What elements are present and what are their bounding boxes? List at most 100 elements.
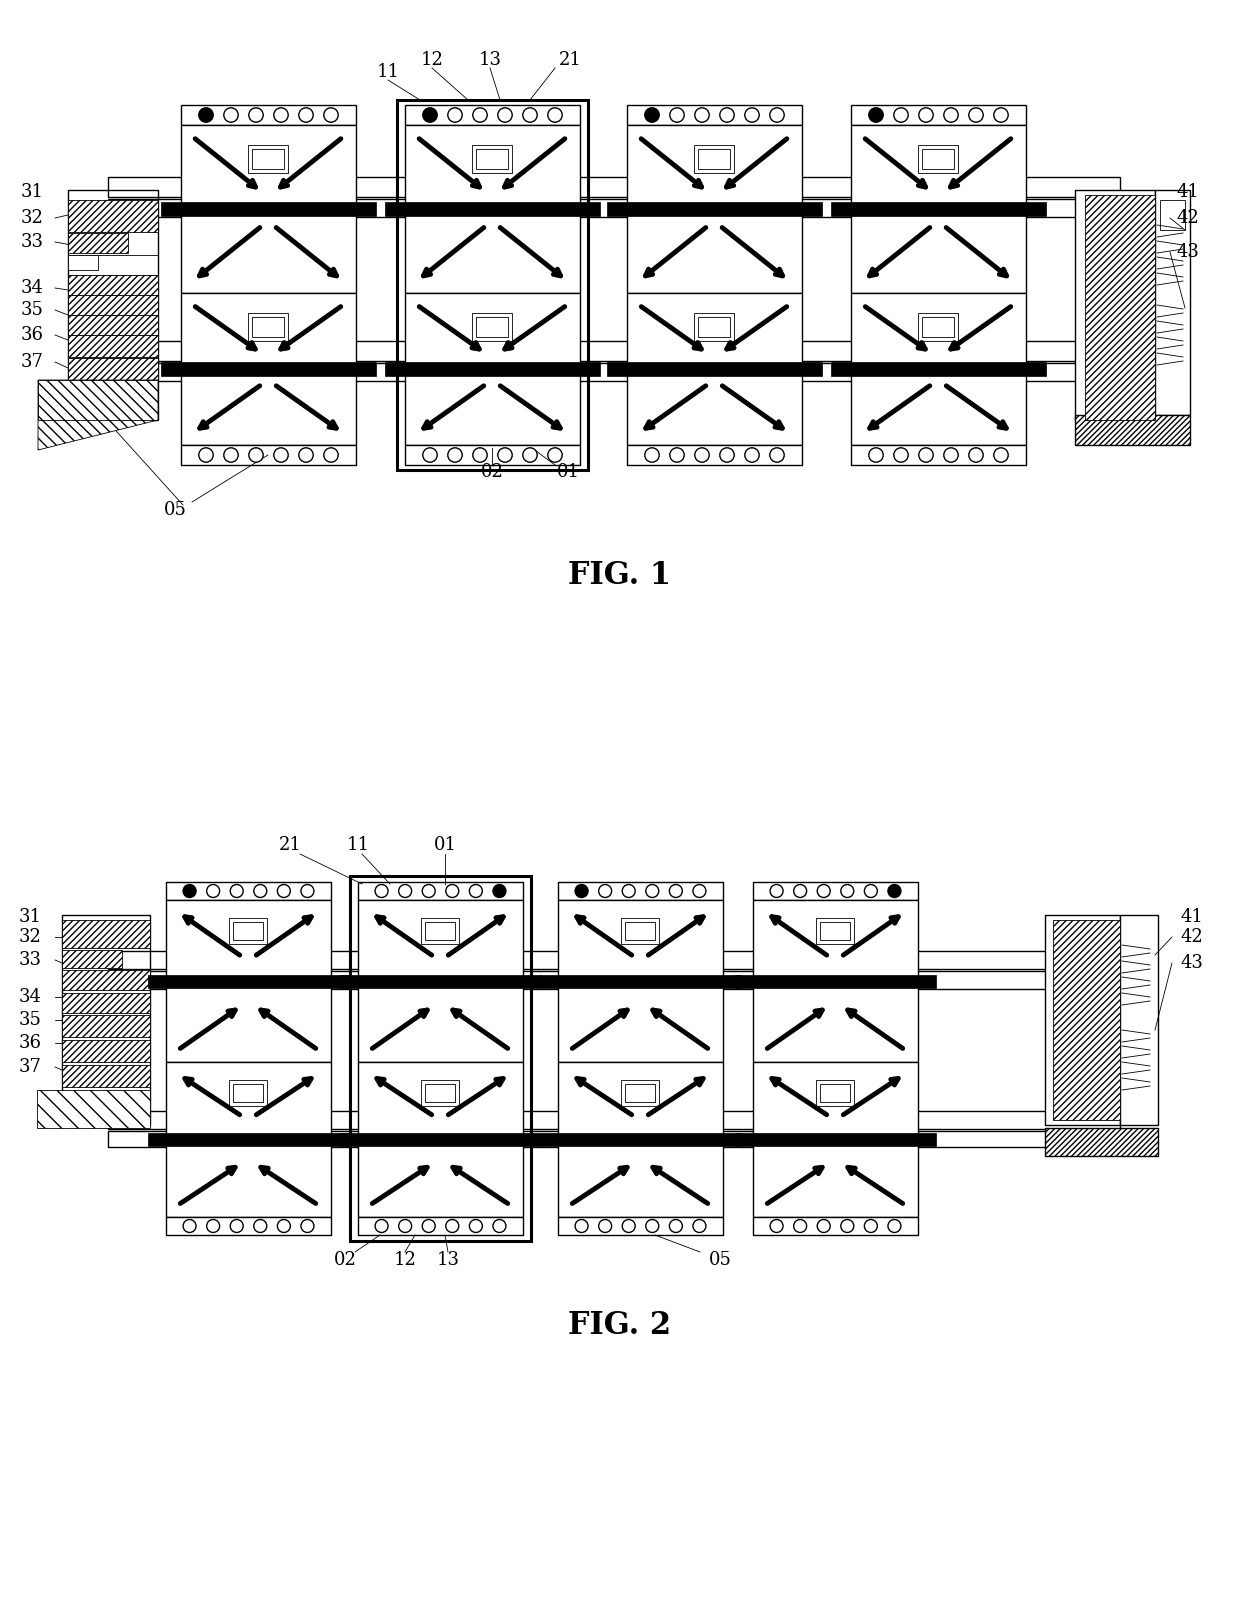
Bar xyxy=(108,340,1120,361)
Bar xyxy=(831,363,1047,376)
Circle shape xyxy=(446,1220,459,1233)
Bar xyxy=(161,363,376,376)
Circle shape xyxy=(841,884,854,897)
Circle shape xyxy=(423,108,438,122)
Bar xyxy=(181,104,356,125)
Circle shape xyxy=(794,1220,807,1233)
Text: 43: 43 xyxy=(1180,953,1204,973)
Circle shape xyxy=(494,884,506,897)
Circle shape xyxy=(575,884,588,897)
Circle shape xyxy=(249,108,263,122)
Bar xyxy=(1045,1128,1158,1156)
Circle shape xyxy=(968,448,983,462)
Bar xyxy=(820,921,849,941)
Circle shape xyxy=(841,1220,854,1233)
Bar xyxy=(68,189,157,421)
Bar xyxy=(62,1040,150,1063)
Bar xyxy=(248,144,288,173)
Circle shape xyxy=(523,448,537,462)
Bar xyxy=(753,1063,918,1217)
Bar xyxy=(384,363,600,376)
Bar xyxy=(181,445,356,465)
Text: 35: 35 xyxy=(21,302,43,319)
Bar xyxy=(233,1083,263,1103)
Bar xyxy=(1053,920,1120,1120)
Bar xyxy=(698,149,730,169)
Text: 13: 13 xyxy=(479,51,501,69)
Text: FIG. 2: FIG. 2 xyxy=(568,1310,672,1340)
Circle shape xyxy=(231,884,243,897)
Text: 11: 11 xyxy=(377,63,399,80)
Circle shape xyxy=(770,108,784,122)
Text: 37: 37 xyxy=(21,353,43,371)
Bar xyxy=(166,883,331,900)
Bar xyxy=(62,993,150,1013)
Text: 21: 21 xyxy=(558,51,582,69)
Circle shape xyxy=(274,448,288,462)
Text: 43: 43 xyxy=(1177,242,1199,262)
Circle shape xyxy=(198,448,213,462)
Circle shape xyxy=(497,448,512,462)
Circle shape xyxy=(817,884,831,897)
Bar xyxy=(108,199,1120,217)
Bar xyxy=(358,1063,523,1217)
Bar xyxy=(608,202,822,217)
Bar xyxy=(558,883,723,900)
Bar xyxy=(1120,915,1158,1125)
Circle shape xyxy=(719,108,734,122)
Circle shape xyxy=(622,1220,635,1233)
Bar xyxy=(918,144,959,173)
Bar xyxy=(166,1217,331,1234)
Circle shape xyxy=(693,1220,706,1233)
Circle shape xyxy=(223,108,238,122)
Circle shape xyxy=(472,108,487,122)
Bar xyxy=(698,318,730,337)
Circle shape xyxy=(770,448,784,462)
Circle shape xyxy=(223,448,238,462)
Bar xyxy=(627,125,802,294)
Bar xyxy=(918,313,959,340)
Text: 34: 34 xyxy=(19,989,41,1006)
Text: 32: 32 xyxy=(21,209,43,226)
Bar xyxy=(539,1133,742,1146)
Text: 33: 33 xyxy=(19,952,41,969)
Bar xyxy=(108,363,1120,380)
Circle shape xyxy=(968,108,983,122)
Text: 37: 37 xyxy=(19,1058,41,1075)
Circle shape xyxy=(894,108,908,122)
Bar xyxy=(62,1014,150,1037)
Text: 41: 41 xyxy=(1180,908,1204,926)
Circle shape xyxy=(448,108,463,122)
Text: 32: 32 xyxy=(19,928,41,945)
Bar xyxy=(405,294,580,445)
Circle shape xyxy=(670,884,682,897)
Circle shape xyxy=(374,1220,388,1233)
Circle shape xyxy=(888,1220,901,1233)
Polygon shape xyxy=(38,380,157,449)
Circle shape xyxy=(864,884,878,897)
Circle shape xyxy=(207,1220,219,1233)
Bar xyxy=(229,1080,267,1106)
Bar xyxy=(384,202,600,217)
Bar xyxy=(340,974,541,989)
Bar xyxy=(923,318,954,337)
Circle shape xyxy=(944,108,959,122)
Bar xyxy=(831,202,1047,217)
Circle shape xyxy=(919,108,934,122)
Circle shape xyxy=(548,448,562,462)
Circle shape xyxy=(254,1220,267,1233)
Bar xyxy=(1075,416,1190,445)
Circle shape xyxy=(198,108,213,122)
Bar xyxy=(422,918,459,944)
Bar xyxy=(405,445,580,465)
Bar xyxy=(252,149,284,169)
Circle shape xyxy=(919,448,934,462)
Circle shape xyxy=(184,884,196,897)
Bar xyxy=(229,918,267,944)
Bar xyxy=(851,294,1025,445)
Bar xyxy=(62,915,150,1125)
Text: 21: 21 xyxy=(279,836,301,854)
Text: 01: 01 xyxy=(434,836,456,854)
Circle shape xyxy=(599,884,611,897)
Text: 31: 31 xyxy=(19,908,41,926)
